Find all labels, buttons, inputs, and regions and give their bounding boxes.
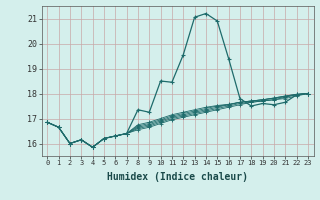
X-axis label: Humidex (Indice chaleur): Humidex (Indice chaleur) xyxy=(107,172,248,182)
